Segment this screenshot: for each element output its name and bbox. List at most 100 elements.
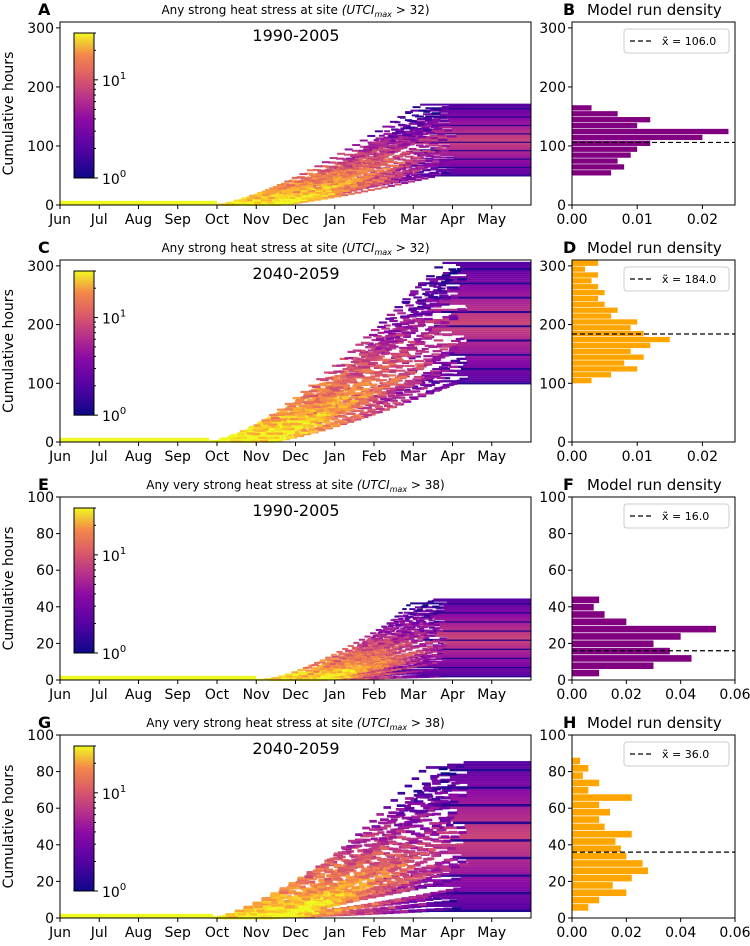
heatmap-cell xyxy=(313,196,322,199)
heatmap-cell xyxy=(376,670,382,673)
plateau-cell xyxy=(460,265,531,269)
heatmap-cell xyxy=(389,125,396,128)
heatmap-cell xyxy=(393,645,399,648)
heatmap-cell xyxy=(261,419,270,422)
heatmap-cell xyxy=(386,160,394,163)
heatmap-cell xyxy=(433,127,443,130)
heatmap-cell xyxy=(358,395,367,399)
heatmap-cell xyxy=(387,184,395,187)
heatmap-cell xyxy=(430,632,437,635)
heatmap-cell xyxy=(353,641,360,644)
heatmap-cell xyxy=(343,658,348,661)
plateau-cell xyxy=(417,616,531,619)
heatmap-cell xyxy=(429,280,439,283)
heatmap-cell xyxy=(340,421,349,424)
heatmap-cell xyxy=(290,415,299,418)
plateau-cell xyxy=(446,286,531,289)
heatmap-cell xyxy=(385,643,391,646)
heatmap-cell xyxy=(377,653,384,656)
plateau-cell xyxy=(455,263,531,267)
heatmap-cell xyxy=(408,664,415,667)
heatmap-cell xyxy=(324,658,333,661)
heatmap-cell xyxy=(388,663,395,666)
heatmap-cell xyxy=(315,427,324,430)
heatmap-cell xyxy=(411,646,420,649)
heatmap-cell xyxy=(222,439,231,443)
heatmap-cell xyxy=(416,123,426,126)
heatmap-cell xyxy=(247,201,256,204)
plateau-cell xyxy=(450,294,531,297)
heatmap-cell xyxy=(260,203,268,206)
heatmap-cell xyxy=(358,155,366,158)
legend: x̃ = 106.0 xyxy=(623,28,730,54)
heatmap-cell xyxy=(273,203,280,206)
x-tick-label: Nov xyxy=(243,212,270,228)
heatmap-cell xyxy=(397,116,406,119)
heatmap-cell xyxy=(295,400,304,403)
heatmap-cell xyxy=(282,423,291,426)
heatmap-cell xyxy=(362,660,368,663)
heatmap-cell xyxy=(349,182,357,185)
heatmap-cell xyxy=(446,135,457,138)
heatmap-cell xyxy=(337,182,346,185)
heatmap-cell xyxy=(401,182,409,185)
plateau-cell xyxy=(433,611,531,614)
heatmap-cell xyxy=(449,272,458,275)
heatmap-cell xyxy=(368,143,375,146)
heatmap-cell xyxy=(308,191,317,194)
heatmap-cell xyxy=(296,415,306,419)
heatmap-cell xyxy=(438,610,446,613)
heatmap-cell xyxy=(404,111,414,114)
heatmap-cell xyxy=(431,329,441,332)
plateau-cell xyxy=(443,653,531,656)
heatmap-cell xyxy=(330,418,340,421)
plateau-cell xyxy=(442,161,531,164)
heatmap-cell xyxy=(423,317,433,321)
heatmap-cell xyxy=(434,387,444,390)
heatmap-cell xyxy=(389,319,398,323)
heatmap-cell xyxy=(360,677,366,680)
plateau-cell xyxy=(437,166,531,169)
heatmap-cell xyxy=(308,428,318,431)
density-bar xyxy=(572,325,631,331)
heatmap-cell xyxy=(429,612,437,615)
heatmap-cell xyxy=(411,129,421,132)
heatmap-cell xyxy=(337,180,346,183)
heatmap-cell xyxy=(429,295,438,299)
heatmap-cell xyxy=(254,425,264,428)
heatmap-cell xyxy=(365,371,375,374)
heatmap-cell xyxy=(385,337,394,340)
y-tick-label: 100 xyxy=(539,376,566,392)
heatmap-cell xyxy=(406,355,417,358)
heatmap-cell xyxy=(411,665,418,668)
heatmap-cell xyxy=(321,394,331,397)
heatmap-cell xyxy=(392,323,401,326)
heatmap-cell xyxy=(411,320,420,323)
heatmap-cell xyxy=(398,123,406,126)
heatmap-cell xyxy=(374,163,382,166)
heatmap-cell xyxy=(440,277,449,280)
plateau-cell xyxy=(411,661,531,664)
plateau-cell xyxy=(432,621,531,624)
heatmap-cell xyxy=(233,199,242,202)
heatmap-cell xyxy=(422,659,430,662)
heatmap-cell xyxy=(378,321,388,324)
heatmap-cell xyxy=(388,135,398,138)
heatmap-cell xyxy=(388,365,399,368)
heatmap-cell xyxy=(336,157,345,160)
x-tick-label: Sep xyxy=(165,212,192,228)
heatmap-cell xyxy=(287,416,297,419)
heatmap-cell xyxy=(396,158,406,161)
plateau-cell xyxy=(441,646,531,649)
heatmap-cell xyxy=(372,667,379,670)
heatmap-cell xyxy=(371,345,381,348)
heatmap-cell xyxy=(364,369,374,373)
heatmap-cell xyxy=(391,355,400,358)
heatmap-cell xyxy=(292,433,301,437)
heatmap-cell xyxy=(417,283,427,287)
heatmap-cell xyxy=(354,373,363,376)
heatmap-cell xyxy=(398,643,404,646)
heatmap-cell xyxy=(322,404,330,407)
heatmap-cell xyxy=(414,175,423,178)
